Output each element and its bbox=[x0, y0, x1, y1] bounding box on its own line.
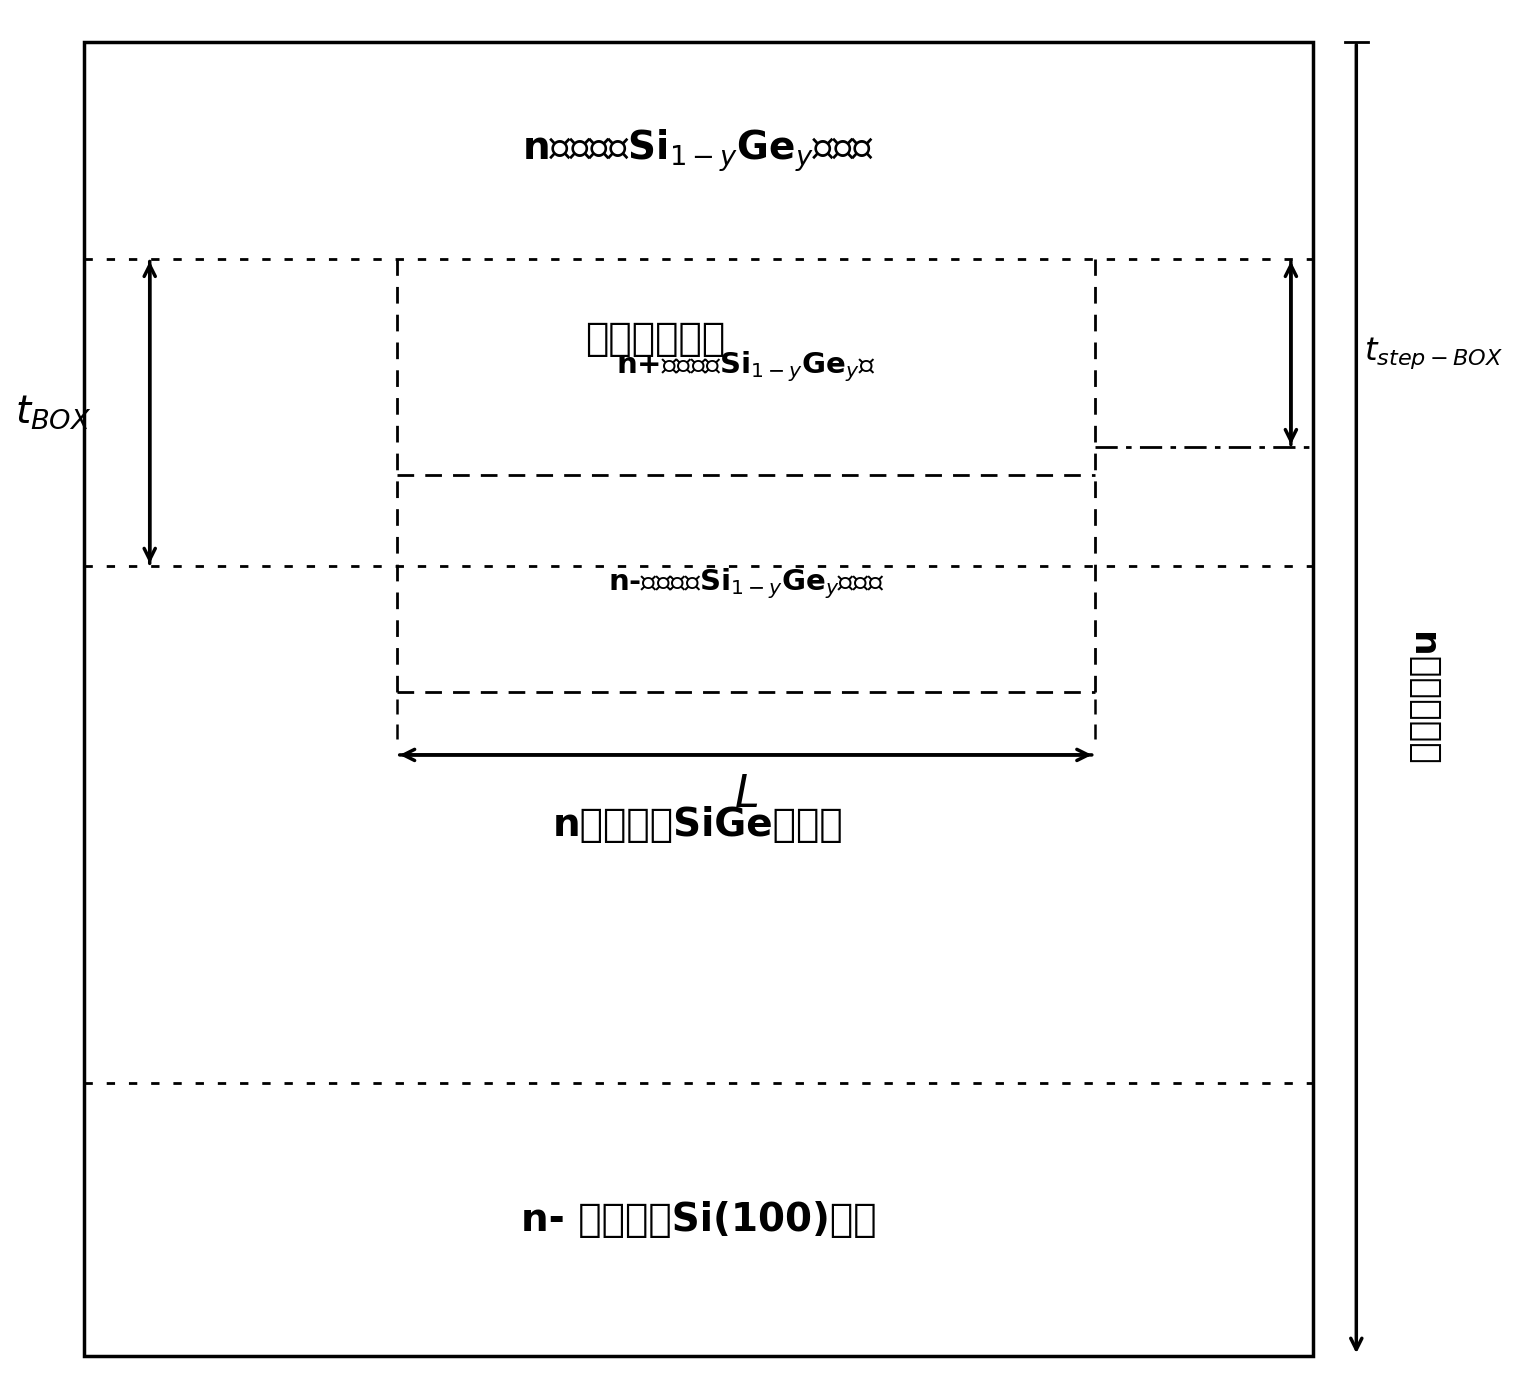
Text: n+掺杂驰豫Si$_{1-y}$Ge$_y$层: n+掺杂驰豫Si$_{1-y}$Ge$_y$层 bbox=[616, 350, 875, 384]
Text: $L$: $L$ bbox=[734, 773, 758, 815]
Bar bbox=[84, 42, 1312, 1356]
Text: $t_{step-BOX}$: $t_{step-BOX}$ bbox=[1364, 336, 1502, 370]
Text: n掺杂驰豫SiGe渐变层: n掺杂驰豫SiGe渐变层 bbox=[552, 805, 843, 844]
Text: n掺杂的衬底: n掺杂的衬底 bbox=[1405, 632, 1438, 766]
Text: n- 掺杂单晶Si(100)衬底: n- 掺杂单晶Si(100)衬底 bbox=[521, 1201, 877, 1239]
Text: $t_{BOX}$: $t_{BOX}$ bbox=[15, 393, 91, 432]
Text: n掺杂驰豫Si$_{1-y}$Ge$_y$缓冲层: n掺杂驰豫Si$_{1-y}$Ge$_y$缓冲层 bbox=[522, 127, 875, 173]
Text: 台阶式埋氧层: 台阶式埋氧层 bbox=[584, 320, 724, 358]
Text: n-掺杂驰豫Si$_{1-y}$Ge$_y$缓冲层: n-掺杂驰豫Si$_{1-y}$Ge$_y$缓冲层 bbox=[607, 566, 884, 601]
